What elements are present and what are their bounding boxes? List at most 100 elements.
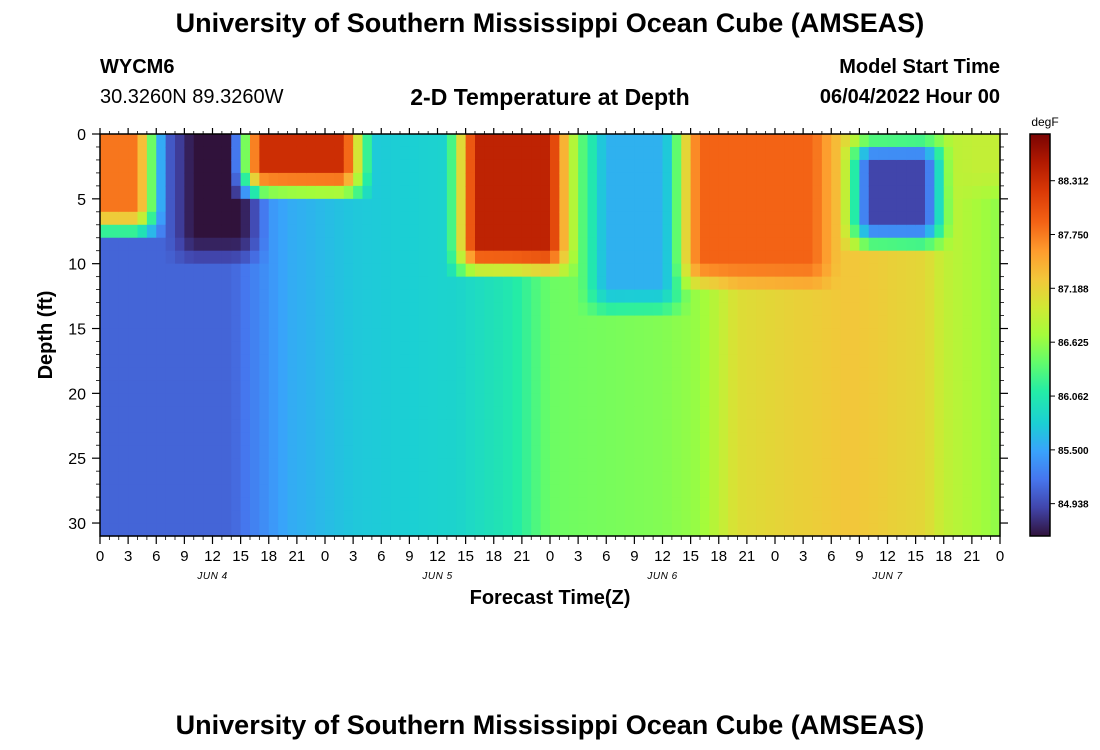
heatmap-cell [259, 458, 270, 472]
heatmap-cell [325, 419, 335, 433]
heatmap-cell [625, 341, 635, 356]
heatmap-cell [718, 276, 729, 291]
heatmap-cell [850, 445, 860, 459]
heatmap-cell [146, 471, 157, 485]
heatmap-cell [531, 367, 542, 381]
heatmap-cell [878, 367, 889, 381]
heatmap-cell [793, 263, 804, 278]
heatmap-cell [456, 380, 467, 394]
heatmap-cell [531, 159, 542, 174]
heatmap-cell [118, 484, 129, 498]
heatmap-cell [409, 302, 420, 317]
heatmap-cell [681, 172, 692, 187]
heatmap-cell [887, 159, 898, 174]
heatmap-cell [165, 458, 176, 472]
heatmap-cell [812, 367, 823, 381]
heatmap-cell [831, 432, 842, 446]
heatmap-cell [475, 250, 485, 265]
x-tick-label: 6 [827, 548, 835, 565]
heatmap-cell [878, 484, 889, 498]
heatmap-cell [925, 341, 935, 356]
heatmap-cell [643, 419, 654, 433]
heatmap-cell [381, 146, 392, 161]
heatmap-cell [615, 458, 626, 472]
heatmap-cell [587, 263, 598, 278]
heatmap-cell [287, 510, 298, 524]
heatmap-cell [793, 328, 804, 343]
heatmap-cell [859, 458, 870, 472]
heatmap-cell [353, 367, 364, 381]
heatmap-cell [240, 224, 251, 239]
heatmap-cell [353, 484, 364, 498]
heatmap-cell [409, 328, 420, 343]
heatmap-cell [906, 237, 917, 252]
heatmap-cell [728, 328, 739, 343]
heatmap-cell [409, 146, 420, 161]
heatmap-cell [428, 497, 439, 511]
heatmap-cell [475, 328, 485, 343]
heatmap-cell [550, 367, 560, 381]
heatmap-cell [193, 354, 204, 369]
heatmap-cell [859, 510, 870, 524]
heatmap-cell [475, 224, 485, 239]
heatmap-cell [371, 237, 382, 252]
heatmap-cell [971, 445, 982, 459]
heatmap-cell [718, 302, 729, 317]
heatmap-cell [156, 146, 167, 161]
heatmap-cell [175, 497, 185, 511]
heatmap-cell [493, 224, 504, 239]
heatmap-cell [690, 471, 701, 485]
heatmap-cell [915, 432, 926, 446]
heatmap-cell [362, 146, 373, 161]
heatmap-cell [775, 211, 785, 226]
heatmap-cell [737, 302, 748, 317]
heatmap-cell [831, 250, 842, 265]
x-tick-label: 12 [429, 548, 446, 565]
heatmap-cell [128, 432, 139, 446]
heatmap-cell [953, 198, 964, 213]
heatmap-cell [446, 354, 457, 369]
heatmap-cell [531, 134, 542, 148]
heatmap-cell [934, 419, 945, 433]
heatmap-cell [840, 146, 851, 161]
heatmap-cell [259, 289, 270, 304]
heatmap-cell [906, 419, 917, 433]
heatmap-cell [568, 185, 579, 200]
heatmap-cell [118, 510, 129, 524]
heatmap-cell [165, 445, 176, 459]
heatmap-cell [184, 484, 195, 498]
heatmap-cell [353, 198, 364, 213]
heatmap-cell [353, 380, 364, 394]
heatmap-cell [259, 211, 270, 226]
heatmap-cell [718, 484, 729, 498]
heatmap-cell [212, 523, 223, 537]
heatmap-cell [681, 224, 692, 239]
heatmap-cell [315, 510, 326, 524]
heatmap-cell [146, 341, 157, 356]
heatmap-cell [559, 367, 570, 381]
heatmap-cell [606, 341, 617, 356]
heatmap-cell [606, 315, 617, 330]
heatmap-cell [381, 393, 392, 407]
heatmap-cell [868, 263, 879, 278]
heatmap-cell [906, 146, 917, 161]
heatmap-cell [690, 367, 701, 381]
heatmap-cell [962, 471, 973, 485]
heatmap-cell [231, 289, 242, 304]
heatmap-cell [915, 211, 926, 226]
x-tick-label: 15 [232, 548, 249, 565]
heatmap-cell [221, 510, 232, 524]
heatmap-cell [128, 341, 139, 356]
heatmap-cell [596, 484, 607, 498]
heatmap-cell [868, 471, 879, 485]
heatmap-cell [990, 185, 1001, 200]
heatmap-cell [700, 484, 710, 498]
heatmap-cell [259, 185, 270, 200]
heatmap-cell [746, 159, 757, 174]
heatmap-cell [793, 497, 804, 511]
heatmap-cell [268, 354, 279, 369]
colorbar-tick-label: 84.938 [1058, 500, 1089, 511]
heatmap-cell [615, 354, 626, 369]
heatmap-cell [868, 523, 879, 537]
heatmap-cell [446, 276, 457, 291]
